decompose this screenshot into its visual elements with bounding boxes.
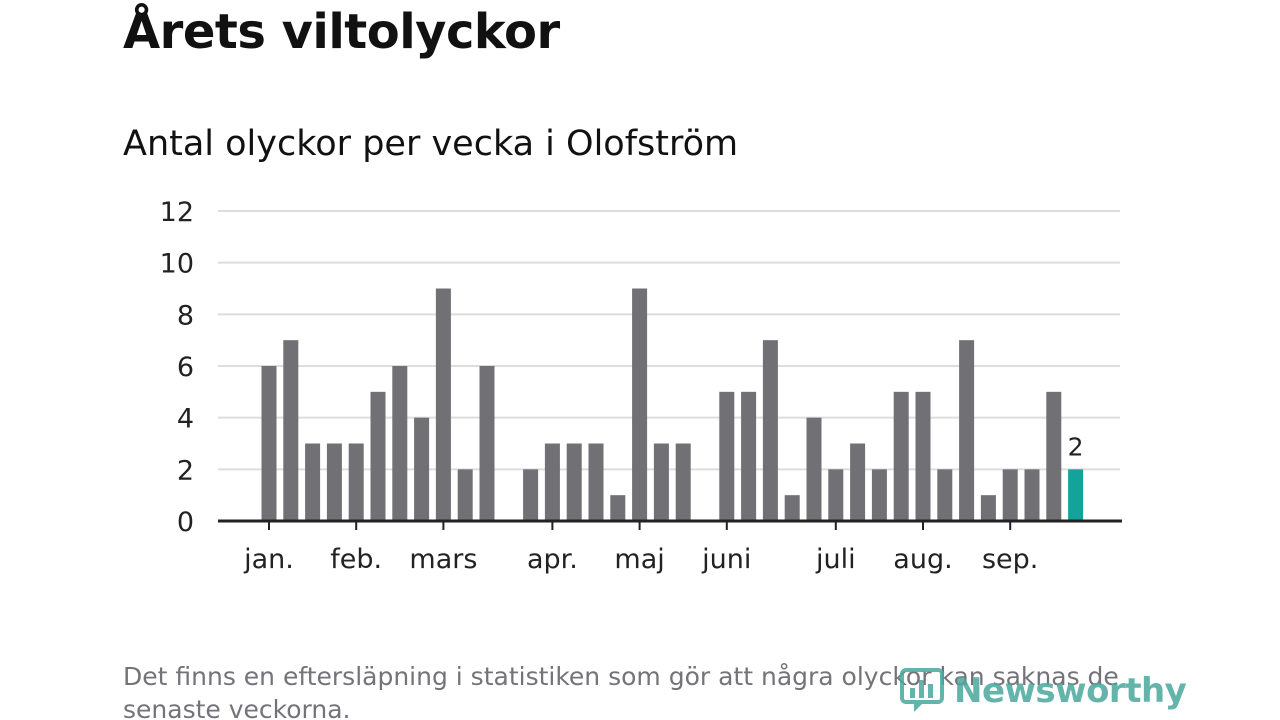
bar bbox=[1002, 469, 1018, 521]
y-tick-label: 10 bbox=[160, 249, 194, 280]
bar bbox=[850, 443, 866, 521]
bar bbox=[566, 443, 582, 521]
bar bbox=[370, 391, 386, 521]
highlight-data-label: 2 bbox=[1068, 432, 1084, 461]
bar bbox=[261, 366, 277, 521]
bar bbox=[675, 443, 691, 521]
x-axis-ticks: jan. feb. mars apr. maj juni juli aug. sep. bbox=[243, 521, 1038, 575]
bar bbox=[937, 469, 953, 521]
y-axis-ticks: 0 2 4 6 8 10 12 bbox=[160, 197, 194, 538]
bar bbox=[871, 469, 887, 521]
x-tick-label: feb. bbox=[330, 544, 382, 575]
x-tick-label: jan. bbox=[243, 544, 294, 575]
bar bbox=[392, 366, 408, 521]
bar bbox=[414, 417, 430, 521]
footnote: Det finns en eftersläpning i statistiken… bbox=[123, 662, 1119, 720]
bar bbox=[283, 340, 299, 521]
bar-chart: 0 2 4 6 8 10 12 jan. feb. mars apr. maj juni juli aug… bbox=[160, 197, 1122, 575]
bar bbox=[915, 391, 931, 521]
logo-text: Newsworthy bbox=[954, 671, 1187, 711]
bar bbox=[523, 469, 539, 521]
x-tick-label: aug. bbox=[893, 544, 952, 575]
x-tick-label: mars bbox=[409, 544, 477, 575]
chart-title: Årets viltolyckor bbox=[123, 4, 560, 60]
bar bbox=[893, 391, 909, 521]
grid-lines bbox=[218, 210, 1120, 471]
bar bbox=[980, 495, 996, 521]
chart-subtitle: Antal olyckor per vecka i Olofström bbox=[123, 124, 739, 164]
x-tick-label: sep. bbox=[982, 544, 1038, 575]
y-tick-label: 6 bbox=[177, 352, 194, 383]
y-tick-label: 12 bbox=[160, 197, 194, 228]
bar-highlight bbox=[1068, 469, 1084, 521]
bar bbox=[784, 495, 800, 521]
y-tick-label: 4 bbox=[177, 404, 194, 435]
bar bbox=[719, 391, 735, 521]
y-tick-label: 8 bbox=[177, 300, 194, 331]
bar bbox=[610, 495, 626, 521]
bar bbox=[544, 443, 560, 521]
bar bbox=[479, 366, 495, 521]
x-tick-label: maj bbox=[614, 544, 664, 575]
bar bbox=[959, 340, 975, 521]
bar bbox=[588, 443, 604, 521]
x-tick-label: juli bbox=[815, 544, 856, 575]
y-tick-label: 2 bbox=[177, 455, 194, 486]
bar bbox=[828, 469, 844, 521]
newsworthy-logo: Newsworthy bbox=[900, 668, 1187, 714]
x-tick-label: apr. bbox=[527, 544, 578, 575]
bar bbox=[741, 391, 757, 521]
bars bbox=[261, 288, 1084, 521]
bar bbox=[1046, 391, 1062, 521]
data-labels: 2 bbox=[1068, 432, 1084, 461]
bar bbox=[348, 443, 364, 521]
bar bbox=[632, 288, 648, 521]
x-tick-label: juni bbox=[701, 544, 751, 575]
bar bbox=[762, 340, 778, 521]
bar bbox=[457, 469, 473, 521]
bar bbox=[305, 443, 321, 521]
bar bbox=[326, 443, 342, 521]
newsworthy-bars-icon bbox=[900, 668, 944, 712]
bar bbox=[435, 288, 451, 521]
bar bbox=[806, 417, 822, 521]
bar bbox=[1024, 469, 1040, 521]
bar bbox=[653, 443, 669, 521]
y-tick-label: 0 bbox=[177, 507, 194, 538]
